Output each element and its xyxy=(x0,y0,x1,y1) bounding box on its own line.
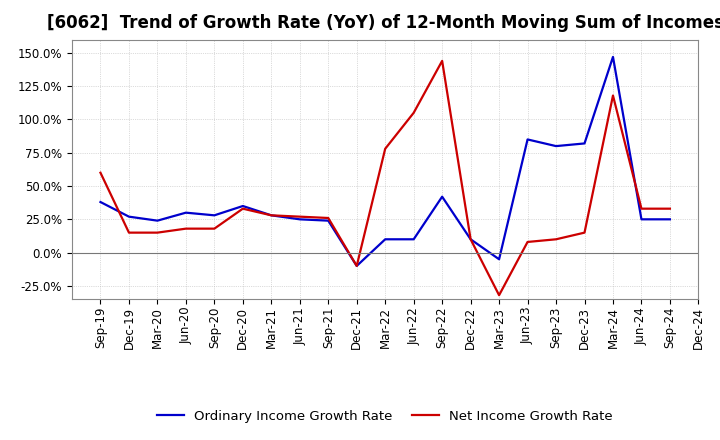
Net Income Growth Rate xyxy=(295,214,304,219)
Ordinary Income Growth Rate xyxy=(381,237,390,242)
Ordinary Income Growth Rate xyxy=(295,216,304,222)
Net Income Growth Rate xyxy=(438,58,446,63)
Title: [6062]  Trend of Growth Rate (YoY) of 12-Month Moving Sum of Incomes: [6062] Trend of Growth Rate (YoY) of 12-… xyxy=(47,15,720,33)
Ordinary Income Growth Rate xyxy=(637,216,646,222)
Ordinary Income Growth Rate xyxy=(438,194,446,199)
Ordinary Income Growth Rate xyxy=(608,54,617,59)
Net Income Growth Rate xyxy=(125,230,133,235)
Net Income Growth Rate xyxy=(96,170,105,176)
Net Income Growth Rate xyxy=(467,237,475,242)
Legend: Ordinary Income Growth Rate, Net Income Growth Rate: Ordinary Income Growth Rate, Net Income … xyxy=(152,404,618,428)
Ordinary Income Growth Rate xyxy=(352,263,361,268)
Ordinary Income Growth Rate xyxy=(410,237,418,242)
Ordinary Income Growth Rate xyxy=(96,199,105,205)
Ordinary Income Growth Rate xyxy=(324,218,333,223)
Net Income Growth Rate xyxy=(352,263,361,268)
Ordinary Income Growth Rate xyxy=(467,237,475,242)
Ordinary Income Growth Rate xyxy=(267,213,276,218)
Ordinary Income Growth Rate xyxy=(153,218,162,223)
Net Income Growth Rate xyxy=(267,213,276,218)
Net Income Growth Rate xyxy=(665,206,674,211)
Ordinary Income Growth Rate xyxy=(580,141,589,146)
Net Income Growth Rate xyxy=(238,206,247,211)
Ordinary Income Growth Rate xyxy=(495,257,503,262)
Ordinary Income Growth Rate xyxy=(523,137,532,142)
Net Income Growth Rate xyxy=(637,206,646,211)
Net Income Growth Rate xyxy=(580,230,589,235)
Ordinary Income Growth Rate xyxy=(552,143,560,149)
Net Income Growth Rate xyxy=(153,230,162,235)
Net Income Growth Rate xyxy=(181,226,190,231)
Net Income Growth Rate xyxy=(210,226,219,231)
Net Income Growth Rate xyxy=(381,146,390,151)
Net Income Growth Rate xyxy=(410,110,418,115)
Net Income Growth Rate xyxy=(552,237,560,242)
Line: Net Income Growth Rate: Net Income Growth Rate xyxy=(101,61,670,295)
Ordinary Income Growth Rate xyxy=(238,203,247,209)
Ordinary Income Growth Rate xyxy=(665,216,674,222)
Net Income Growth Rate xyxy=(324,215,333,220)
Ordinary Income Growth Rate xyxy=(210,213,219,218)
Ordinary Income Growth Rate xyxy=(181,210,190,215)
Net Income Growth Rate xyxy=(608,93,617,98)
Ordinary Income Growth Rate xyxy=(125,214,133,219)
Line: Ordinary Income Growth Rate: Ordinary Income Growth Rate xyxy=(101,57,670,266)
Net Income Growth Rate xyxy=(495,293,503,298)
Net Income Growth Rate xyxy=(523,239,532,245)
